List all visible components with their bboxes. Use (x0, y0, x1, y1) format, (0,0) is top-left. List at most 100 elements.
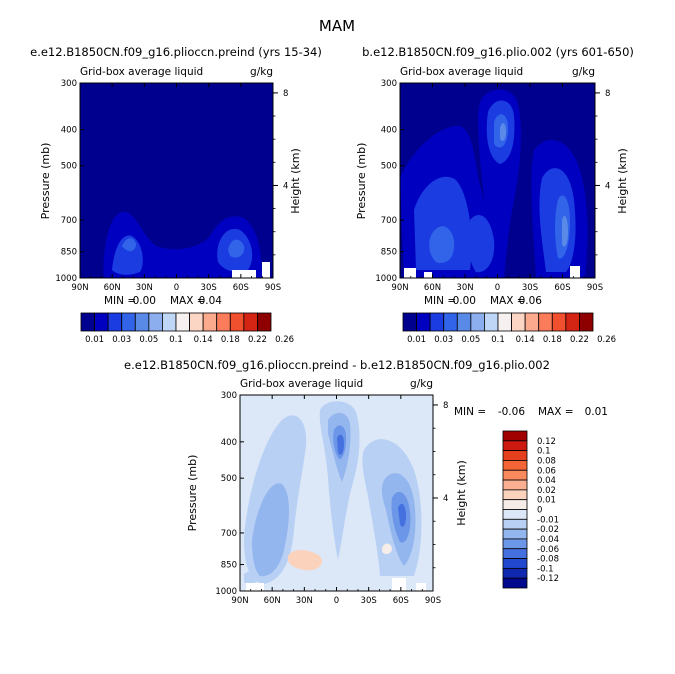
y-tick-label: 300 (61, 79, 77, 89)
y-tick-label: 700 (381, 216, 397, 226)
y-tick-label: 400 (381, 126, 397, 136)
colorbar-swatch (502, 577, 528, 589)
colorbar-swatch (148, 312, 163, 332)
contour-band (337, 434, 344, 455)
colorbar-swatch (229, 312, 245, 332)
colorbar-swatch (502, 440, 528, 452)
colorbar-label: 0.04 (537, 476, 556, 486)
x-tick-label: 60N (424, 283, 441, 293)
colorbar-label: 0.26 (275, 335, 294, 345)
colorbar-swatch (538, 312, 553, 332)
min-value: 0.00 (133, 295, 156, 307)
colorbar-label: 0.14 (516, 335, 535, 345)
colorbar-label: 0.12 (537, 437, 556, 447)
contour-band (500, 123, 506, 141)
colorbar-swatch (524, 312, 540, 332)
x-tick-label: 30N (456, 283, 473, 293)
y2-axis-label: Height (km) (616, 148, 629, 214)
x-tick-label: 0 (495, 283, 500, 293)
y-tick-label: 500 (221, 474, 237, 484)
axis-ticks: 90N 60N 30N 0 30S 60S 90S 300 400 500 700 850 1000 8 4 (55, 79, 288, 293)
colorbar-swatch (497, 312, 512, 332)
colorbar-swatch (470, 312, 485, 332)
y2-axis-label: Height (km) (455, 460, 468, 526)
x-tick-label: 90N (391, 283, 408, 293)
y-axis-label: Pressure (mb) (39, 143, 52, 220)
y-tick-label: 1000 (55, 274, 77, 284)
contour-band (468, 214, 495, 273)
x-tick-label: 90S (587, 283, 603, 293)
colorbar-swatch (402, 312, 417, 332)
x-tick-label: 90S (425, 596, 441, 606)
y-tick-label: 1000 (215, 587, 237, 597)
colorbar-swatch (502, 479, 528, 491)
x-tick-label: 30S (522, 283, 538, 293)
y-tick-label: 300 (221, 391, 237, 401)
y-tick-label: 400 (221, 438, 237, 448)
panel-preind: e.e12.B1850CN.f09_g16.plioccn.preind (yr… (30, 45, 322, 345)
contour-field (80, 83, 273, 278)
x-tick-label: 30S (201, 283, 217, 293)
colorbar-swatch (443, 312, 458, 332)
colorbar-swatch (175, 312, 190, 332)
contour-band (287, 550, 323, 571)
y-tick-label: 700 (221, 529, 237, 539)
colorbar-label: 0.18 (221, 335, 240, 345)
colorbar: 0.120.10.080.060.040.020.010-0.01-0.02-0… (502, 430, 559, 589)
colorbar-swatch (502, 489, 528, 501)
panel-plio: b.e12.B1850CN.f09_g16.plio.002 (yrs 601-… (355, 45, 634, 345)
x-tick-label: 60N (264, 596, 281, 606)
colorbar-swatch (502, 558, 528, 569)
contour-band (398, 503, 406, 527)
x-tick-label: 0 (334, 596, 339, 606)
colorbar-label: 0.01 (85, 335, 104, 345)
y-tick-label: 850 (61, 248, 77, 258)
y-axis-label: Pressure (mb) (186, 455, 199, 532)
x-tick-label: 60S (554, 283, 570, 293)
x-tick-label: 60S (233, 283, 249, 293)
left-subtitle: Grid-box average liquid (80, 66, 203, 78)
y2-tick-label: 8 (605, 89, 610, 99)
max-label: MAX = (490, 295, 526, 307)
contour-field (240, 395, 433, 591)
colorbar-swatch (107, 312, 123, 332)
missing-data (262, 262, 270, 278)
colorbar-swatch (484, 312, 499, 332)
missing-data (424, 272, 432, 278)
y-tick-label: 850 (381, 248, 397, 258)
colorbar-swatch (511, 312, 526, 332)
missing-data (246, 583, 264, 591)
colorbar-label: 0.1 (491, 335, 505, 345)
colorbar-swatch (502, 548, 528, 559)
colorbar-swatch (416, 312, 431, 332)
colorbar-label: 0.26 (597, 335, 616, 345)
colorbar-swatch (202, 312, 218, 332)
panel-difference: e.e12.B1850CN.f09_g16.plioccn.preind - b… (124, 358, 608, 606)
y-tick-label: 1000 (375, 274, 397, 284)
colorbar-swatch (257, 312, 272, 332)
figure-title: MAM (319, 17, 355, 35)
colorbar-swatch (502, 538, 528, 550)
y-tick-label: 400 (61, 126, 77, 136)
y2-tick-label: 4 (443, 494, 448, 504)
y2-tick-label: 4 (605, 181, 610, 191)
colorbar-swatch (551, 312, 567, 332)
x-tick-label: 30N (296, 596, 313, 606)
colorbar-swatch (189, 312, 204, 332)
colorbar-label: 0.18 (543, 335, 562, 345)
colorbar-label: 0.22 (248, 335, 267, 345)
colorbar-swatch (121, 312, 136, 332)
colorbar-label: 0.03 (434, 335, 453, 345)
min-value: 0.00 (453, 295, 476, 307)
colorbar-swatch (162, 312, 177, 332)
contour-band (122, 238, 136, 252)
colorbar-label: 0 (537, 506, 542, 516)
contour-field (400, 83, 595, 278)
panel-title: e.e12.B1850CN.f09_g16.plioccn.preind - b… (124, 358, 550, 372)
y-tick-label: 300 (381, 79, 397, 89)
colorbar-swatch (134, 312, 150, 332)
colorbar-swatch (456, 312, 472, 332)
y-axis-label: Pressure (mb) (355, 143, 368, 220)
colorbar-label: -0.12 (537, 574, 559, 584)
x-tick-label: 90S (265, 283, 281, 293)
